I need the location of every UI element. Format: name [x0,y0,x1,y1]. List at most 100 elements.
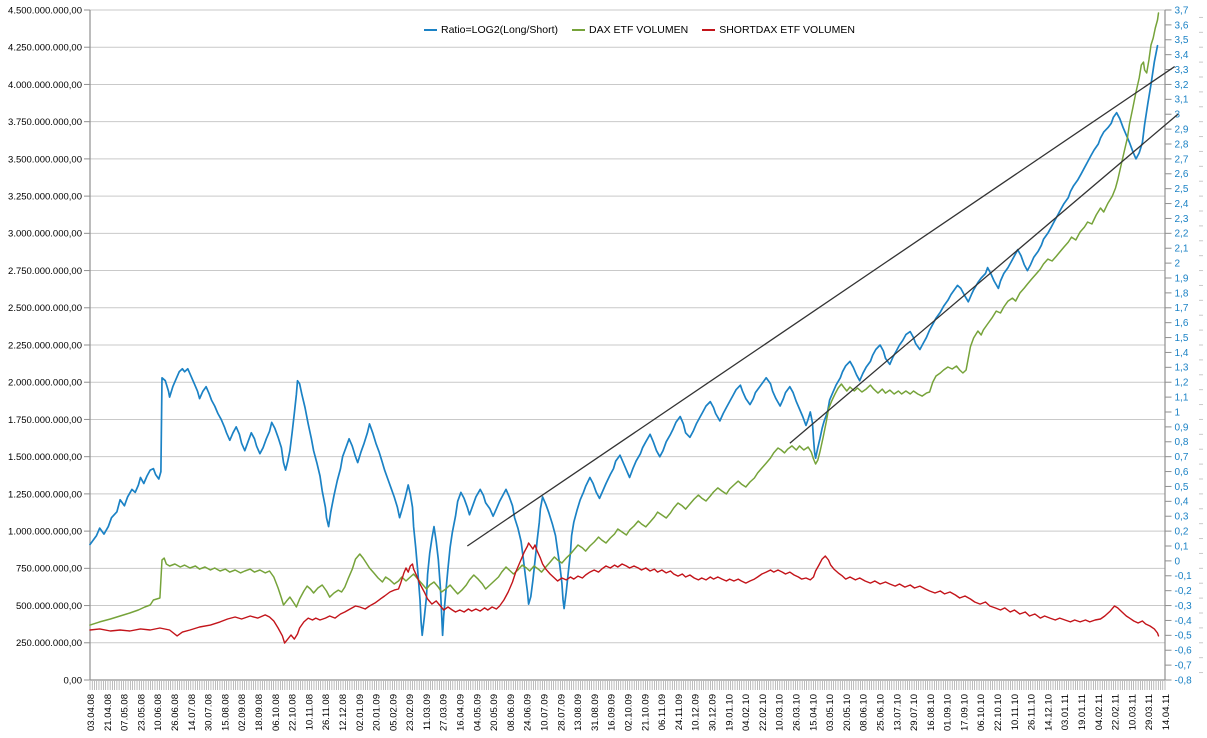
right-axis-label: -0,4 [1175,616,1193,627]
right-axis-label: 3,3 [1175,65,1189,76]
x-axis-label: 22.02.11 [1111,694,1122,730]
left-axis-label: 750.000.000,00 [16,564,82,575]
x-axis-label: 25.06.10 [875,694,886,731]
legend-label-dax-volume: DAX ETF VOLUMEN [589,24,689,36]
x-axis-label: 04.05.09 [472,694,483,731]
left-axis-label: 4.000.000.000,00 [8,80,82,91]
left-axis-label: 250.000.000,00 [16,638,82,649]
x-axis-label: 18.09.08 [254,694,265,731]
x-axis-label: 06.11.09 [657,694,668,730]
left-axis-label: 1.000.000.000,00 [8,527,82,538]
x-axis-label: 10.11.08 [304,694,315,730]
x-axis-label: 08.06.09 [506,694,517,731]
right-axis-label: 1,1 [1175,393,1189,404]
legend-item-ratio: Ratio=LOG2(Long/Short) [424,25,558,36]
legend-item-shortdax-volume: SHORTDAX ETF VOLUMEN [702,25,855,36]
right-axis-label: 0,6 [1175,467,1189,478]
right-axis-label: 1,2 [1175,378,1189,389]
x-axis-label: 31.08.09 [590,694,601,731]
right-axis-label: 1,6 [1175,318,1189,329]
upper-channel-line [466,66,1176,547]
x-axis-label: 22.10.08 [288,694,299,731]
x-axis-label: 12.12.08 [338,694,349,731]
right-axis-label: 1,5 [1175,333,1189,344]
legend-item-dax-volume: DAX ETF VOLUMEN [572,25,688,36]
left-axis-label: 2.500.000.000,00 [8,303,82,314]
x-axis-label: 21.04.08 [103,694,114,731]
right-axis-label: 3,5 [1175,35,1189,46]
left-axis-label: 3.500.000.000,00 [8,154,82,165]
right-axis-label: 3,2 [1175,80,1189,91]
x-axis-label: 06.10.10 [976,694,987,731]
x-axis-label: 20.01.09 [372,694,383,731]
right-axis-label: 3,4 [1175,50,1189,61]
right-axis-label: 2,5 [1175,184,1189,195]
x-axis-label: 30.07.08 [204,694,215,731]
x-axis-label: 05.02.09 [388,694,399,731]
right-axis-label: -0,6 [1175,646,1193,657]
x-axis-label: 10.07.09 [540,694,551,731]
x-axis-label: 16.09.09 [607,694,618,731]
x-axis-label: 21.10.09 [640,694,651,731]
x-axis-label: 10.06.08 [153,694,164,731]
x-axis-label: 02.01.09 [355,694,366,731]
right-axis-label: 1 [1175,407,1181,418]
right-axis-label: 2,2 [1175,229,1189,240]
x-axis-label: 20.05.10 [842,694,853,731]
x-axis-label: 03.04.08 [86,694,97,731]
x-axis-label: 15.04.10 [808,694,819,731]
right-axis-label: -0,1 [1175,571,1193,582]
right-axis-label: -0,3 [1175,601,1193,612]
left-axis-label: 3.750.000.000,00 [8,117,82,128]
legend-label-shortdax-volume: SHORTDAX ETF VOLUMEN [719,24,855,36]
left-axis-label: 2.000.000.000,00 [8,378,82,389]
left-axis-label: 3.000.000.000,00 [8,229,82,240]
x-axis-label: 02.09.08 [237,694,248,731]
x-axis-label: 26.06.08 [170,694,181,731]
x-axis-label: 23.05.08 [136,694,147,731]
series-line-ratio-log2-long-short- [89,44,1159,637]
x-axis-label: 20.05.09 [489,694,500,731]
x-axis-label: 08.06.10 [859,694,870,731]
x-axis-label: 03.01.11 [1060,694,1071,730]
lower-channel-line [789,113,1179,444]
right-axis-label: 0,8 [1175,437,1189,448]
x-axis-label: 04.02.11 [1094,694,1105,730]
x-axis-label: 22.10.10 [993,694,1004,731]
right-axis-label: 1,4 [1175,348,1189,359]
right-axis-label: 2,8 [1175,139,1189,150]
x-axis-label: 10.11.10 [1010,694,1021,730]
right-axis-label: 0,5 [1175,482,1189,493]
x-axis-label: 14.12.10 [1043,694,1054,731]
right-axis-label: 0,2 [1175,527,1189,538]
right-axis-label: -0,8 [1175,675,1193,686]
right-axis-label: 2,9 [1175,125,1189,136]
left-axis-label: 1.500.000.000,00 [8,452,82,463]
x-axis-label: 13.07.10 [892,694,903,731]
x-axis-label: 02.10.09 [624,694,635,731]
x-axis-label: 27.03.09 [439,694,450,731]
right-axis-label: 0,1 [1175,541,1189,552]
right-axis-label: 2,3 [1175,214,1189,225]
x-axis-label: 24.11.09 [674,694,685,730]
x-axis-label: 17.09.10 [959,694,970,731]
x-axis-label: 29.03.11 [1144,694,1155,730]
right-axis-label: 3,7 [1175,5,1189,16]
right-axis-label: 2,6 [1175,169,1189,180]
x-axis-label: 14.04.11 [1161,694,1172,730]
series-line-shortdax-etf-volumen [89,542,1160,644]
x-axis-label: 30.12.09 [707,694,718,731]
x-axis-label: 23.02.09 [405,694,416,731]
right-axis-label: 1,7 [1175,303,1189,314]
left-axis-label: 2.250.000.000,00 [8,340,82,351]
x-axis-label: 01.09.10 [943,694,954,731]
x-axis-label: 11.03.09 [422,694,433,730]
x-axis-label: 03.05.10 [825,694,836,731]
right-axis-label: 0,4 [1175,497,1189,508]
left-axis-label: 0,00 [64,675,83,686]
left-axis-label: 1.750.000.000,00 [8,415,82,426]
x-axis-label: 06.10.08 [271,694,282,731]
right-axis-label: 3,1 [1175,95,1189,106]
x-axis-label: 29.07.10 [909,694,920,731]
right-axis-label: 0,9 [1175,422,1189,433]
